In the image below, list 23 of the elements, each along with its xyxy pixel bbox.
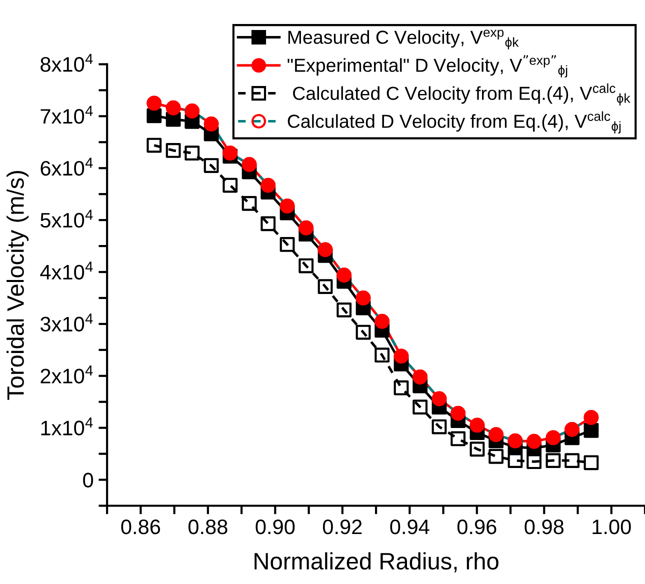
y-tick-label: 1x10$^{4}$ [41,417,93,436]
x-tick-label: 0.86 [121,519,160,534]
legend-label: Measured C Velocity, V$^{exp}$$_{ϕk}$ [288,30,519,50]
y-axis-title: Toroidal Velocity (m/s) [6,170,29,400]
x-axis-title: Normalized Radius, rho [254,552,498,572]
text: 0.90 [256,519,295,534]
y-tick-label: 2x10$^{4}$ [40,366,93,384]
x-tick-label: 0.98 [524,519,564,534]
y-tick-label: 8x10$^{4}$ [40,54,93,72]
legend-label: Calculated C Velocity from Eq.(4), V$^{calc}$$_{ϕk}$ [293,83,630,106]
legend-label: Calculated D Velocity from Eq.(4), V$^{calc}$$_{ϕj}$ [288,111,621,134]
y-tick-label: 4x10$^{4}$ [40,262,93,280]
y-tick-label: 0 [83,472,94,488]
y-tick-label: 3x10$^{4}$ [40,314,93,332]
y-tick-label: 5x10$^{4}$ [40,210,93,228]
y-tick-label: 6x10$^{4}$ [40,158,93,176]
x-tick-label: 1.00 [592,519,631,534]
legend-label: "Experimental" D Velocity, V$^{”exp”}$$_{ϕj}$ [288,55,568,78]
x-tick-label: 0.88 [188,519,228,534]
y-tick-label: 7x10$^{4}$ [40,106,93,124]
x-tick-label: 0.96 [457,519,496,534]
x-tick-label: 0.92 [322,519,362,534]
x-tick-label: 0.94 [390,519,430,534]
